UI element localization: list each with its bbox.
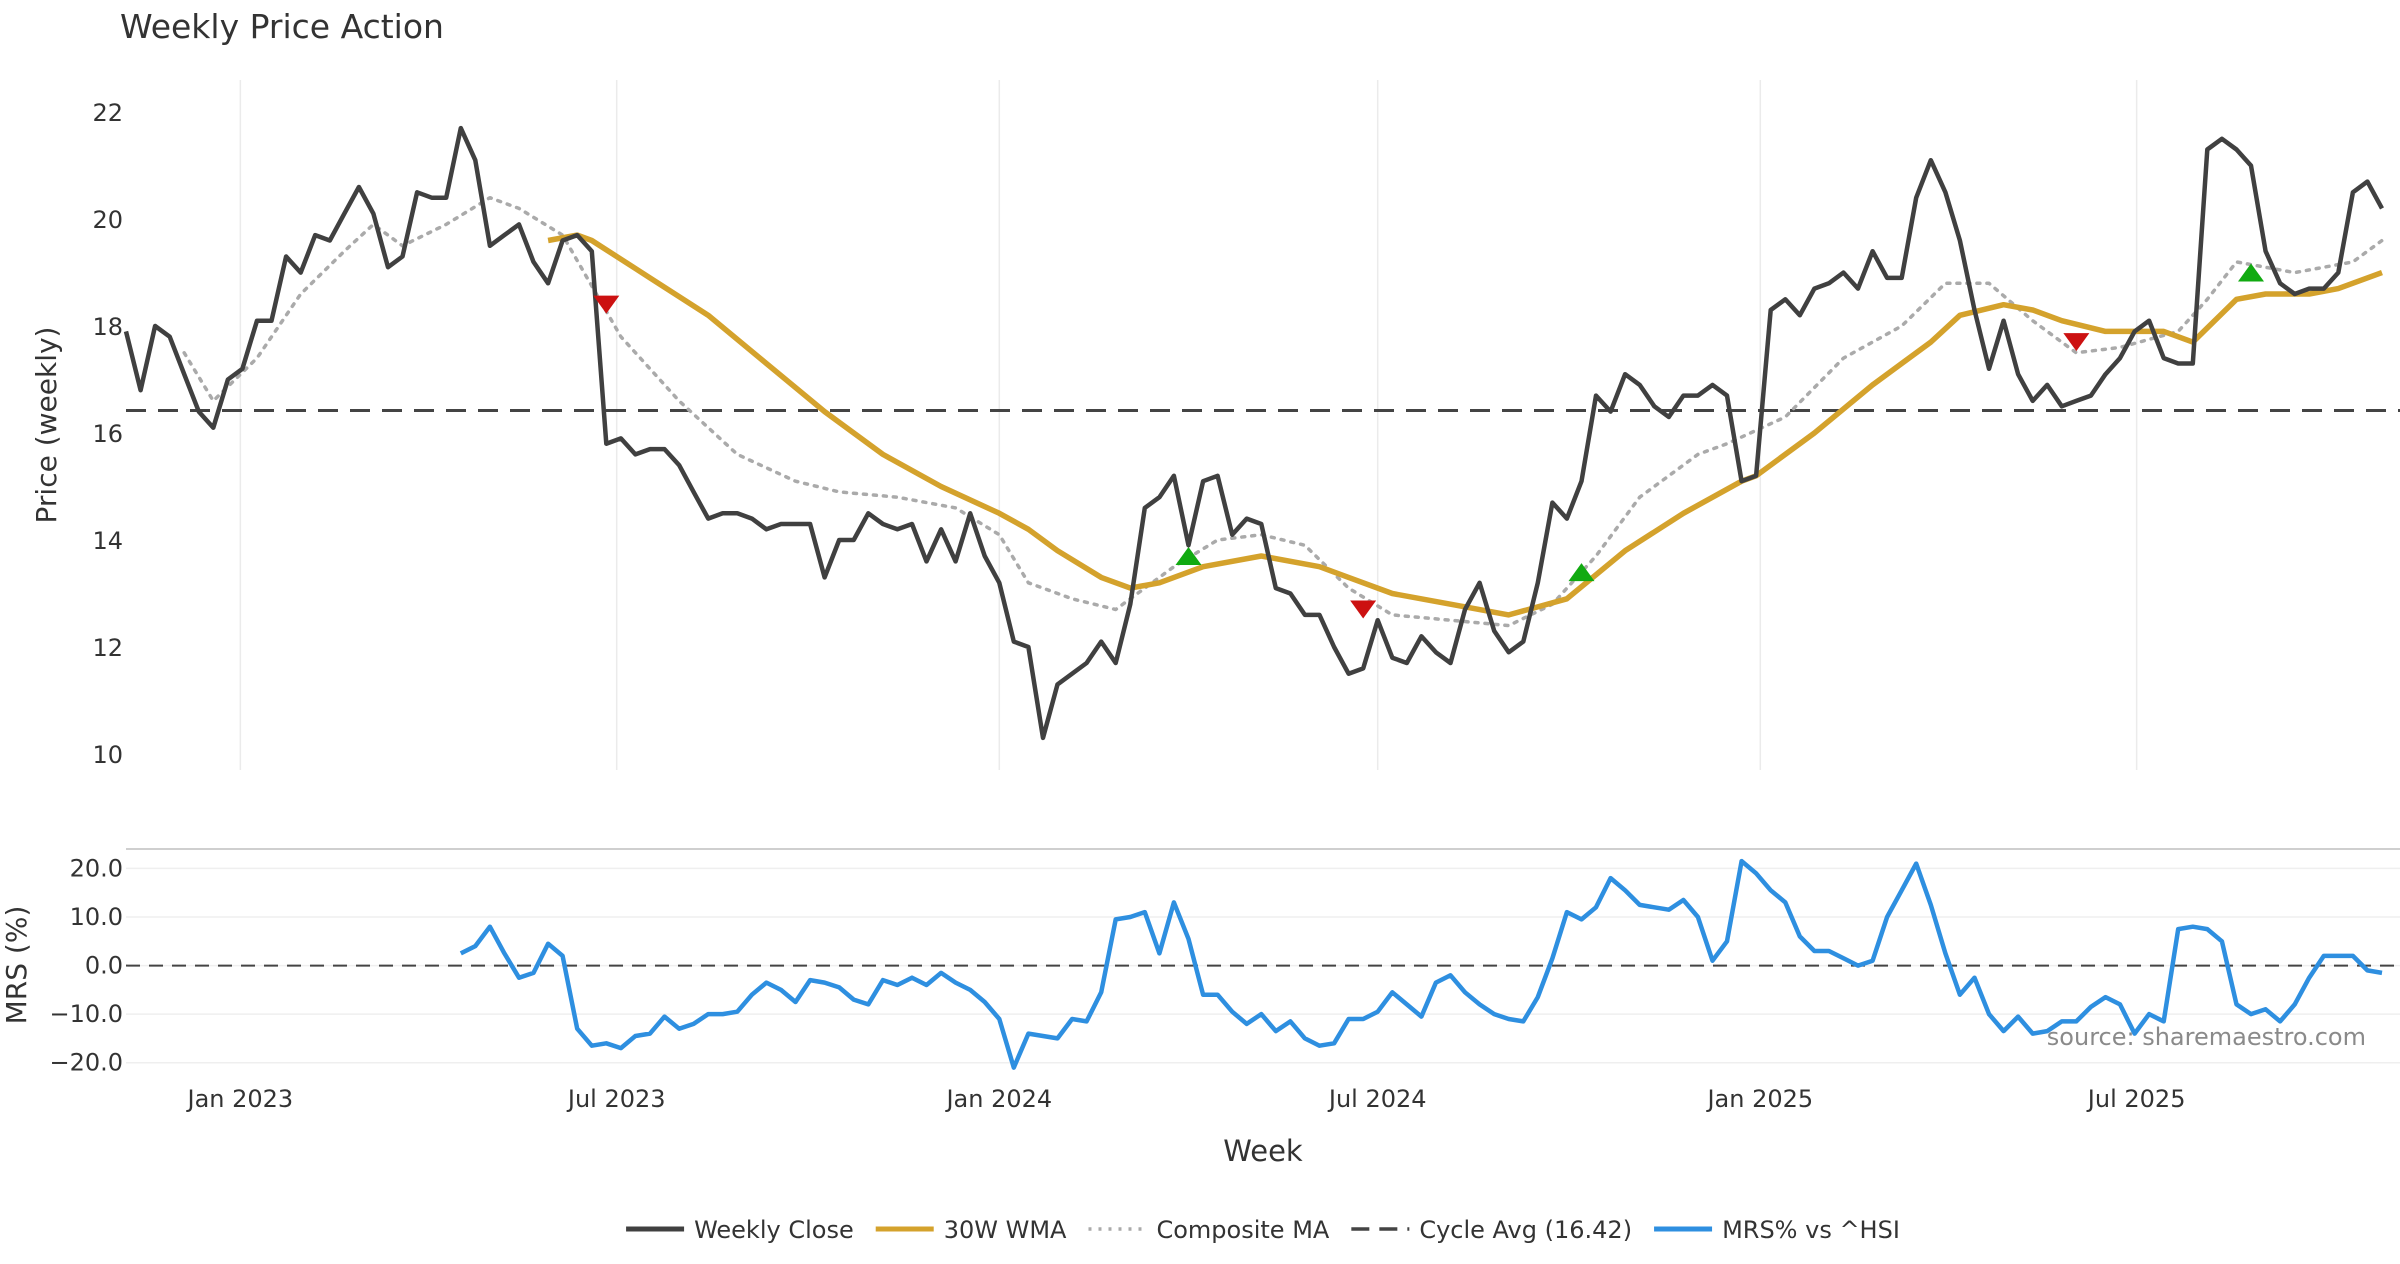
x-axis-label: Week <box>1223 1134 1303 1168</box>
mrs-y-ticks: 20.0 10.0 0.0 −10.0 −20.0 <box>49 854 123 1076</box>
price-y-tick-label: 10 <box>92 741 123 769</box>
series-weekly-close <box>123 125 2384 741</box>
mrs-y-tick-label: −20.0 <box>49 1049 123 1077</box>
price-y-tick-label: 18 <box>92 313 123 341</box>
x-tick-label: Jul 2025 <box>2086 1085 2186 1113</box>
sell-signal-marker <box>593 295 620 314</box>
series-30w-wma <box>547 232 2383 618</box>
buy-signal-marker <box>1568 563 1595 582</box>
x-axis-ticks: Jan 2023 Jul 2023 Jan 2024 Jul 2024 Jan 2025… <box>186 1085 2186 1113</box>
mrs-y-tick-label: −10.0 <box>49 1000 123 1028</box>
mrs-y-tick-label: 0.0 <box>85 952 123 980</box>
price-y-tick-label: 22 <box>92 99 123 127</box>
x-tick-label: Jan 2024 <box>944 1085 1052 1113</box>
source-annotation: source: sharemaestro.com <box>2047 1023 2366 1051</box>
legend-label: Weekly Close <box>694 1216 854 1244</box>
mrs-grid <box>126 867 2400 1064</box>
legend: Weekly Close 30W WMA Composite MA Cycle Avg… <box>626 1216 1900 1244</box>
price-y-ticks: 10 12 14 16 18 20 22 <box>92 99 123 769</box>
buy-signal-marker <box>1175 547 1202 566</box>
mrs-y-axis-label: MRS (%) <box>0 906 33 1025</box>
legend-label: Composite MA <box>1156 1216 1329 1244</box>
price-y-tick-label: 16 <box>92 420 123 448</box>
x-tick-label: Jul 2024 <box>1327 1085 1427 1113</box>
signal-markers <box>593 263 2265 619</box>
legend-label: MRS% vs ^HSI <box>1722 1216 1900 1244</box>
x-tick-label: Jan 2023 <box>186 1085 294 1113</box>
sell-signal-marker <box>1350 600 1377 619</box>
price-grid <box>239 80 2138 770</box>
mrs-y-tick-label: 20.0 <box>70 854 123 882</box>
chart-title: Weekly Price Action <box>120 7 444 46</box>
x-tick-label: Jul 2023 <box>566 1085 666 1113</box>
price-y-tick-label: 14 <box>92 527 123 555</box>
price-y-tick-label: 20 <box>92 206 123 234</box>
sell-signal-marker <box>2063 333 2090 352</box>
legend-label: Cycle Avg (16.42) <box>1419 1216 1632 1244</box>
price-y-tick-label: 12 <box>92 634 123 662</box>
mrs-series <box>459 858 2383 1070</box>
mrs-y-tick-label: 10.0 <box>70 903 123 931</box>
legend-label: 30W WMA <box>944 1216 1067 1244</box>
series-mrs <box>459 858 2383 1070</box>
price-series <box>123 125 2400 741</box>
buy-signal-marker <box>2238 263 2265 282</box>
x-tick-label: Jan 2025 <box>1705 1085 1813 1113</box>
price-y-axis-label: Price (weekly) <box>30 327 63 524</box>
series-composite-ma <box>182 195 2384 628</box>
